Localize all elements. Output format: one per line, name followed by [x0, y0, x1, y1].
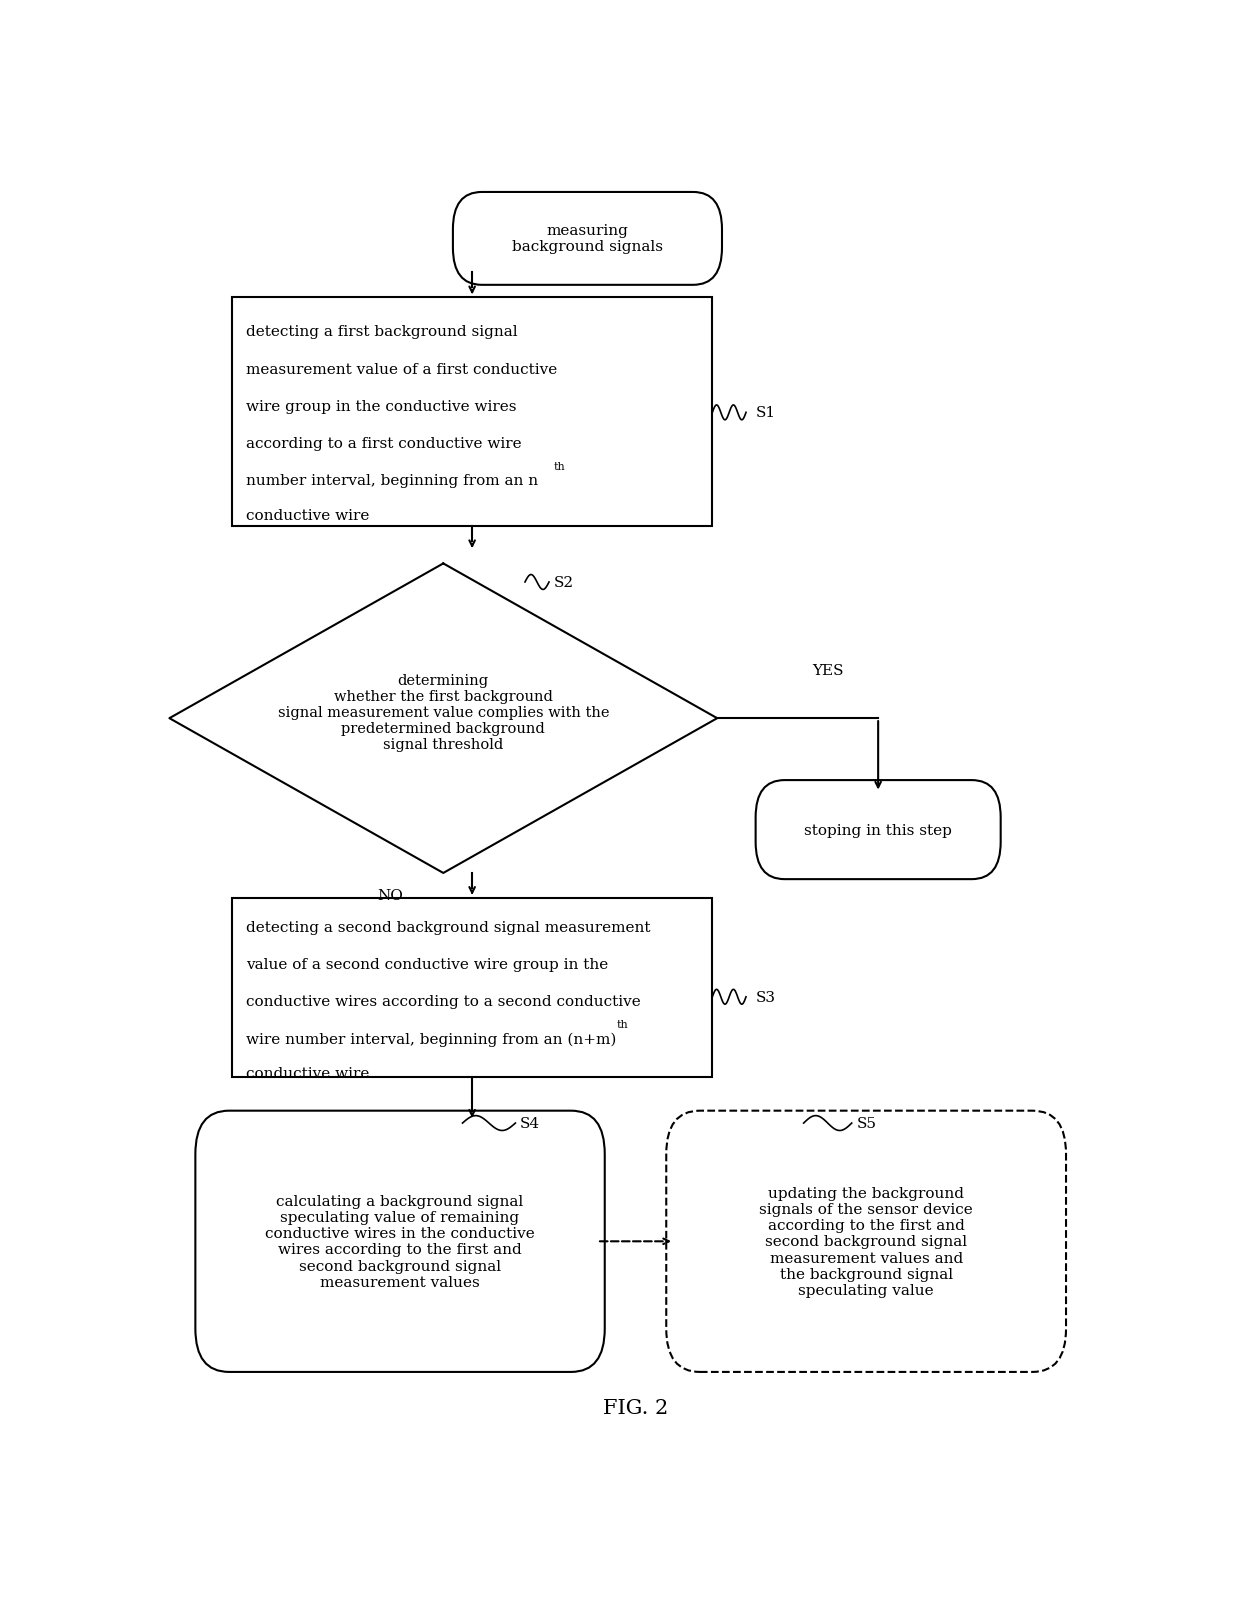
- Bar: [232, 297, 712, 527]
- FancyBboxPatch shape: [666, 1110, 1066, 1372]
- Text: detecting a second background signal measurement: detecting a second background signal mea…: [247, 921, 651, 934]
- Text: wire number interval, beginning from an (n+m): wire number interval, beginning from an …: [247, 1032, 616, 1046]
- Text: updating the background
signals of the sensor device
according to the first and
: updating the background signals of the s…: [759, 1186, 973, 1297]
- Text: S5: S5: [857, 1117, 877, 1130]
- Text: S3: S3: [755, 990, 776, 1004]
- Text: wire group in the conductive wires: wire group in the conductive wires: [247, 400, 517, 413]
- Text: NO: NO: [377, 889, 403, 903]
- Text: conductive wire: conductive wire: [247, 508, 370, 522]
- Text: FIG. 2: FIG. 2: [603, 1398, 668, 1417]
- Text: conductive wires according to a second conductive: conductive wires according to a second c…: [247, 995, 641, 1009]
- Text: th: th: [616, 1019, 627, 1030]
- Text: th: th: [554, 461, 565, 471]
- FancyBboxPatch shape: [453, 193, 722, 286]
- FancyBboxPatch shape: [755, 781, 1001, 879]
- Bar: [232, 898, 712, 1078]
- Text: calculating a background signal
speculating value of remaining
conductive wires : calculating a background signal speculat…: [265, 1194, 534, 1289]
- Text: S1: S1: [755, 407, 776, 419]
- Text: value of a second conductive wire group in the: value of a second conductive wire group …: [247, 958, 609, 972]
- Text: according to a first conductive wire: according to a first conductive wire: [247, 437, 522, 450]
- Text: measurement value of a first conductive: measurement value of a first conductive: [247, 362, 558, 376]
- Text: YES: YES: [812, 664, 843, 678]
- Text: S2: S2: [554, 575, 574, 590]
- Text: conductive wire: conductive wire: [247, 1067, 370, 1080]
- Text: S4: S4: [521, 1117, 541, 1130]
- Text: measuring
background signals: measuring background signals: [512, 223, 663, 254]
- Text: stoping in this step: stoping in this step: [805, 823, 952, 837]
- Text: determining
whether the first background
signal measurement value complies with : determining whether the first background…: [278, 673, 609, 752]
- Text: detecting a first background signal: detecting a first background signal: [247, 325, 518, 339]
- Text: number interval, beginning from an n: number interval, beginning from an n: [247, 474, 538, 487]
- FancyBboxPatch shape: [196, 1110, 605, 1372]
